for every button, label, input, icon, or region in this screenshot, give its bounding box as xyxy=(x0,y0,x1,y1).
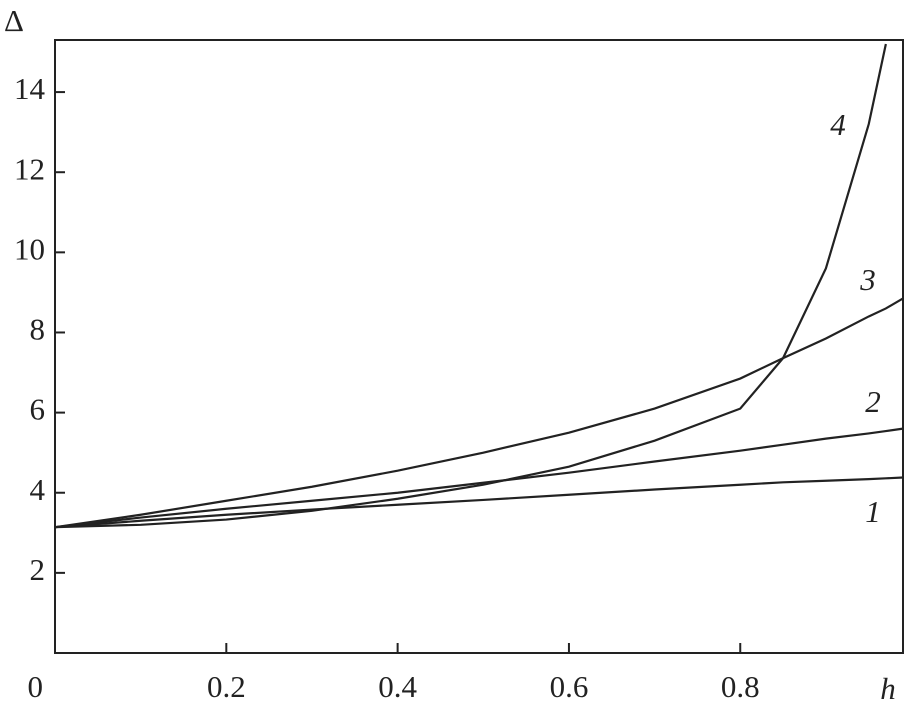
y-tick-label: 4 xyxy=(30,472,46,507)
y-tick-label: 2 xyxy=(30,552,46,587)
plot-frame xyxy=(54,39,904,654)
x-tick-label: 0.4 xyxy=(378,669,417,704)
y-tick-label: 14 xyxy=(14,71,46,106)
y-tick-label: 10 xyxy=(14,231,45,266)
y-tick-label: 8 xyxy=(30,312,46,347)
y-axis-label: Δ xyxy=(4,3,24,38)
series-line xyxy=(54,476,904,529)
y-tick-label: 6 xyxy=(30,392,46,427)
series-label: 3 xyxy=(859,262,876,297)
series-line xyxy=(54,427,904,529)
x-tick-label: 0.2 xyxy=(207,669,246,704)
x-tick-label: 0.6 xyxy=(550,669,589,704)
x-tick-label: 0 xyxy=(28,669,44,704)
series-line xyxy=(54,297,904,529)
series-label: 2 xyxy=(865,384,881,419)
series-label: 4 xyxy=(830,107,846,142)
x-tick-label: 0.8 xyxy=(721,669,760,704)
series-line xyxy=(54,43,887,529)
y-tick-label: 12 xyxy=(14,151,45,186)
series-label: 1 xyxy=(865,494,881,529)
x-axis-label: h xyxy=(880,671,896,706)
